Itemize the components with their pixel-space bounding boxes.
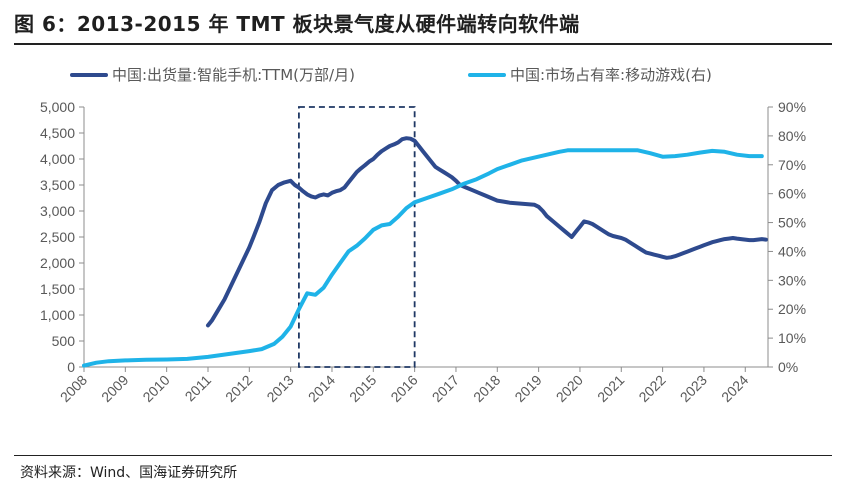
left-tick-label: 1,500: [40, 281, 75, 297]
x-tick-label: 2009: [98, 372, 131, 405]
highlight-box: [298, 106, 416, 368]
left-tick-label: 4,000: [40, 151, 75, 167]
series-layer: [82, 136, 768, 368]
series-line-mobile-game-share: [82, 148, 764, 368]
x-tick-label: 2017: [429, 372, 462, 405]
right-tick-label: 80%: [778, 128, 806, 144]
x-tick-label: 2015: [346, 372, 379, 405]
left-tick-label: 2,000: [40, 255, 75, 271]
x-tick-label: 2018: [470, 372, 503, 405]
x-tick-label: 2019: [511, 372, 544, 405]
right-tick-label: 40%: [778, 243, 806, 259]
left-tick-label: 500: [52, 333, 76, 349]
left-tick-label: 0: [67, 359, 75, 375]
left-tick-label: 5,000: [40, 99, 75, 115]
legend-label: 中国:市场占有率:移动游戏(右): [510, 66, 712, 84]
x-tick-label: 2010: [139, 372, 172, 405]
title-divider: [14, 43, 832, 45]
x-tick-label: 2012: [222, 372, 255, 405]
left-tick-label: 3,000: [40, 203, 75, 219]
right-tick-label: 30%: [778, 272, 806, 288]
left-tick-label: 2,500: [40, 229, 75, 245]
x-tick-label: 2024: [718, 372, 751, 405]
right-tick-label: 10%: [778, 330, 806, 346]
right-tick-label: 70%: [778, 157, 806, 173]
right-tick-label: 60%: [778, 186, 806, 202]
right-tick-label: 90%: [778, 99, 806, 115]
x-tick-label: 2023: [677, 372, 710, 405]
source-note: 资料来源：Wind、国海证券研究所: [20, 465, 238, 481]
x-tick-label: 2011: [182, 372, 215, 405]
right-tick-label: 20%: [778, 301, 806, 317]
left-tick-label: 1,000: [40, 307, 75, 323]
legend: 中国:出货量:智能手机:TTM(万部/月) 中国:市场占有率:移动游戏(右): [70, 66, 712, 84]
x-tick-label: 2014: [305, 372, 338, 405]
right-tick-label: 0%: [778, 359, 798, 375]
x-tick-label: 2020: [553, 372, 586, 405]
right-tick-label: 50%: [778, 215, 806, 231]
x-tick-label: 2008: [57, 372, 90, 405]
left-tick-label: 4,500: [40, 125, 75, 141]
legend-label: 中国:出货量:智能手机:TTM(万部/月): [112, 66, 355, 84]
highlight-box-layer: [298, 106, 416, 368]
chart-axes: 0 500 1,000 1,500 2,000 2,500 3,000 3,500 4,000 4…: [40, 99, 806, 405]
page-title: 图 6：2013-2015 年 TMT 板块景气度从硬件端转向软件端: [14, 12, 580, 36]
footer-divider: [14, 455, 832, 456]
x-tick-label: 2022: [635, 372, 668, 405]
x-tick-label: 2013: [263, 372, 296, 405]
x-tick-label: 2016: [387, 372, 420, 405]
x-tick-label: 2021: [594, 372, 627, 405]
series-line-smartphone-shipments: [206, 136, 768, 328]
left-tick-label: 3,500: [40, 177, 75, 193]
